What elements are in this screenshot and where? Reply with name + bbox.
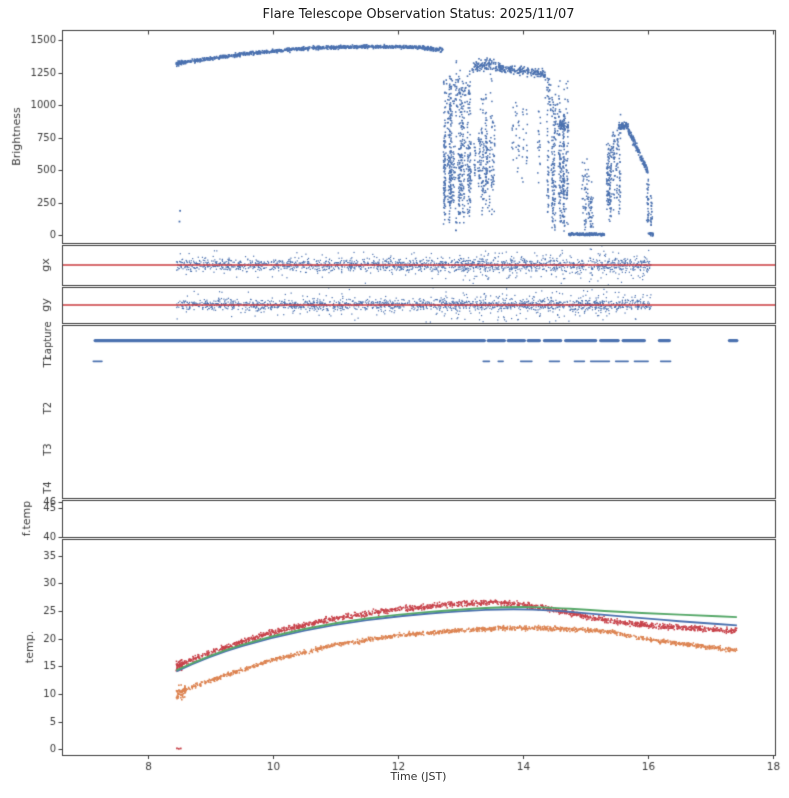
chart-title: Flare Telescope Observation Status: 2025… (262, 7, 575, 22)
x-axis-label: Time (JST) (390, 770, 447, 783)
